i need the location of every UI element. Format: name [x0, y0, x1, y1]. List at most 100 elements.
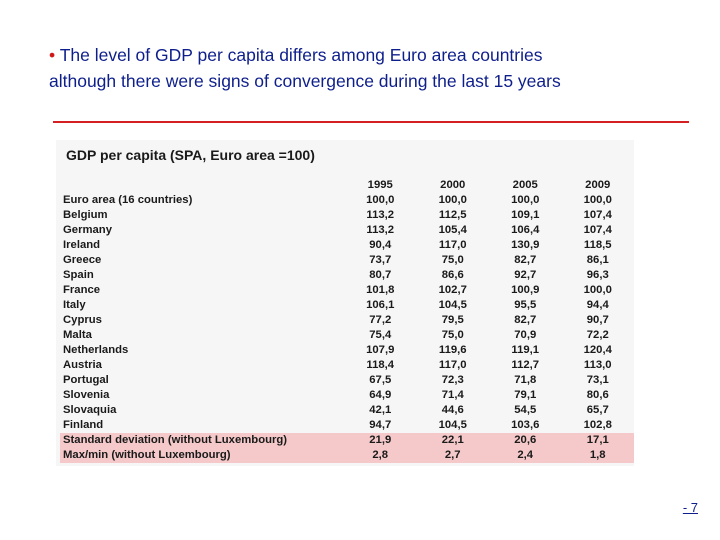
- column-header: 2005: [512, 179, 538, 191]
- value-cell: 72,2: [586, 329, 609, 341]
- row-label: Ireland: [63, 239, 101, 251]
- value-cell: 73,7: [369, 254, 392, 266]
- title-text-1: The level of GDP per capita differs amon…: [59, 45, 543, 65]
- value-cell: 96,3: [586, 269, 609, 281]
- value-cell: 44,6: [441, 404, 464, 416]
- row-label: France: [63, 284, 101, 296]
- table-row: Finland 94,7 104,5 103,6 102,8: [60, 418, 634, 433]
- corner-cell: [60, 178, 344, 193]
- value-cell: 42,1: [369, 404, 392, 416]
- summary-row: Max/min (without Luxembourg) 2,8 2,7 2,4 1,8: [60, 448, 634, 463]
- value-cell: 130,9: [511, 239, 540, 251]
- row-label: Greece: [63, 254, 102, 266]
- row-label: Italy: [63, 299, 86, 311]
- value-cell: 94,4: [586, 299, 609, 311]
- value-cell: 103,6: [511, 419, 540, 431]
- value-cell: 20,6: [489, 433, 562, 448]
- column-header: 1995: [367, 179, 393, 191]
- value-cell: 95,5: [514, 299, 537, 311]
- value-cell: 117,0: [438, 359, 467, 371]
- value-cell: 113,0: [583, 359, 612, 371]
- row-label: Euro area (16 countries): [63, 194, 193, 206]
- value-cell: 79,5: [441, 314, 464, 326]
- value-cell: 75,0: [441, 254, 464, 266]
- value-cell: 80,7: [369, 269, 392, 281]
- value-cell: 79,1: [514, 389, 537, 401]
- value-cell: 90,4: [369, 239, 392, 251]
- table-row: Netherlands 107,9 119,6 119,1 120,4: [60, 343, 634, 358]
- value-cell: 107,4: [583, 209, 612, 221]
- row-label: Austria: [63, 359, 102, 371]
- value-cell: 80,6: [586, 389, 609, 401]
- title-line-1: • The level of GDP per capita differs am…: [49, 42, 699, 68]
- column-header: 2000: [440, 179, 466, 191]
- table-body: Euro area (16 countries) 100,0 100,0 100,0 1…: [60, 193, 634, 463]
- value-cell: 100,0: [583, 194, 612, 206]
- value-cell: 100,0: [583, 284, 612, 296]
- row-label: Slovenia: [63, 389, 110, 401]
- value-cell: 104,5: [438, 419, 467, 431]
- value-cell: 102,8: [583, 419, 612, 431]
- title-line-2: although there were signs of convergence…: [49, 71, 561, 91]
- table-row: Germany 113,2 105,4 106,4 107,4: [60, 223, 634, 238]
- row-label: Portugal: [63, 374, 109, 386]
- table-row: Malta 75,4 75,0 70,9 72,2: [60, 328, 634, 343]
- title-bullet: •: [49, 45, 56, 65]
- table-heading: GDP per capita (SPA, Euro area =100): [66, 147, 315, 163]
- value-cell: 100,0: [511, 194, 540, 206]
- value-cell: 22,1: [416, 433, 489, 448]
- summary-row: Standard deviation (without Luxembourg) 2…: [60, 433, 634, 448]
- value-cell: 21,9: [344, 433, 417, 448]
- value-cell: 71,8: [514, 374, 537, 386]
- value-cell: 105,4: [438, 224, 467, 236]
- table-row: Ireland 90,4 117,0 130,9 118,5: [60, 238, 634, 253]
- row-label: Cyprus: [63, 314, 102, 326]
- gdp-per-capita-table: 1995 2000 2005 2009 Euro area (16 countr…: [60, 178, 634, 463]
- table-row: Cyprus 77,2 79,5 82,7 90,7: [60, 313, 634, 328]
- value-cell: 86,6: [441, 269, 464, 281]
- value-cell: 82,7: [514, 254, 537, 266]
- row-label: Spain: [63, 269, 94, 281]
- value-cell: 119,1: [511, 344, 540, 356]
- column-header: 2009: [585, 179, 611, 191]
- value-cell: 112,7: [511, 359, 540, 371]
- page-number: - 7: [682, 500, 698, 515]
- value-cell: 73,1: [586, 374, 609, 386]
- value-cell: 100,0: [366, 194, 395, 206]
- row-label: Germany: [63, 224, 112, 236]
- value-cell: 113,2: [366, 209, 395, 221]
- value-cell: 118,5: [583, 239, 612, 251]
- value-cell: 106,1: [366, 299, 395, 311]
- table-row: Euro area (16 countries) 100,0 100,0 100,0 1…: [60, 193, 634, 208]
- row-label: Belgium: [63, 209, 108, 221]
- value-cell: 71,4: [441, 389, 464, 401]
- row-label: Standard deviation (without Luxembourg): [60, 433, 344, 448]
- value-cell: 65,7: [586, 404, 609, 416]
- value-cell: 54,5: [514, 404, 537, 416]
- table-row: Slovenia 64,9 71,4 79,1 80,6: [60, 388, 634, 403]
- row-label: Slovaquia: [63, 404, 117, 416]
- value-cell: 107,4: [583, 224, 612, 236]
- table-row: Portugal 67,5 72,3 71,8 73,1: [60, 373, 634, 388]
- row-label: Finland: [63, 419, 104, 431]
- value-cell: 102,7: [438, 284, 467, 296]
- value-cell: 109,1: [511, 209, 540, 221]
- value-cell: 70,9: [514, 329, 537, 341]
- value-cell: 92,7: [514, 269, 537, 281]
- slide-title: • The level of GDP per capita differs am…: [49, 42, 699, 94]
- value-cell: 86,1: [586, 254, 609, 266]
- value-cell: 112,5: [438, 209, 467, 221]
- table-row: Spain 80,7 86,6 92,7 96,3: [60, 268, 634, 283]
- table-panel: [56, 140, 634, 466]
- row-label: Netherlands: [63, 344, 129, 356]
- value-cell: 75,4: [369, 329, 392, 341]
- value-cell: 2,7: [416, 448, 489, 463]
- row-label: Max/min (without Luxembourg): [60, 448, 344, 463]
- value-cell: 2,8: [344, 448, 417, 463]
- table-row: Italy 106,1 104,5 95,5 94,4: [60, 298, 634, 313]
- value-cell: 1,8: [561, 448, 634, 463]
- value-cell: 106,4: [511, 224, 540, 236]
- value-cell: 101,8: [366, 284, 395, 296]
- value-cell: 64,9: [369, 389, 392, 401]
- value-cell: 104,5: [438, 299, 467, 311]
